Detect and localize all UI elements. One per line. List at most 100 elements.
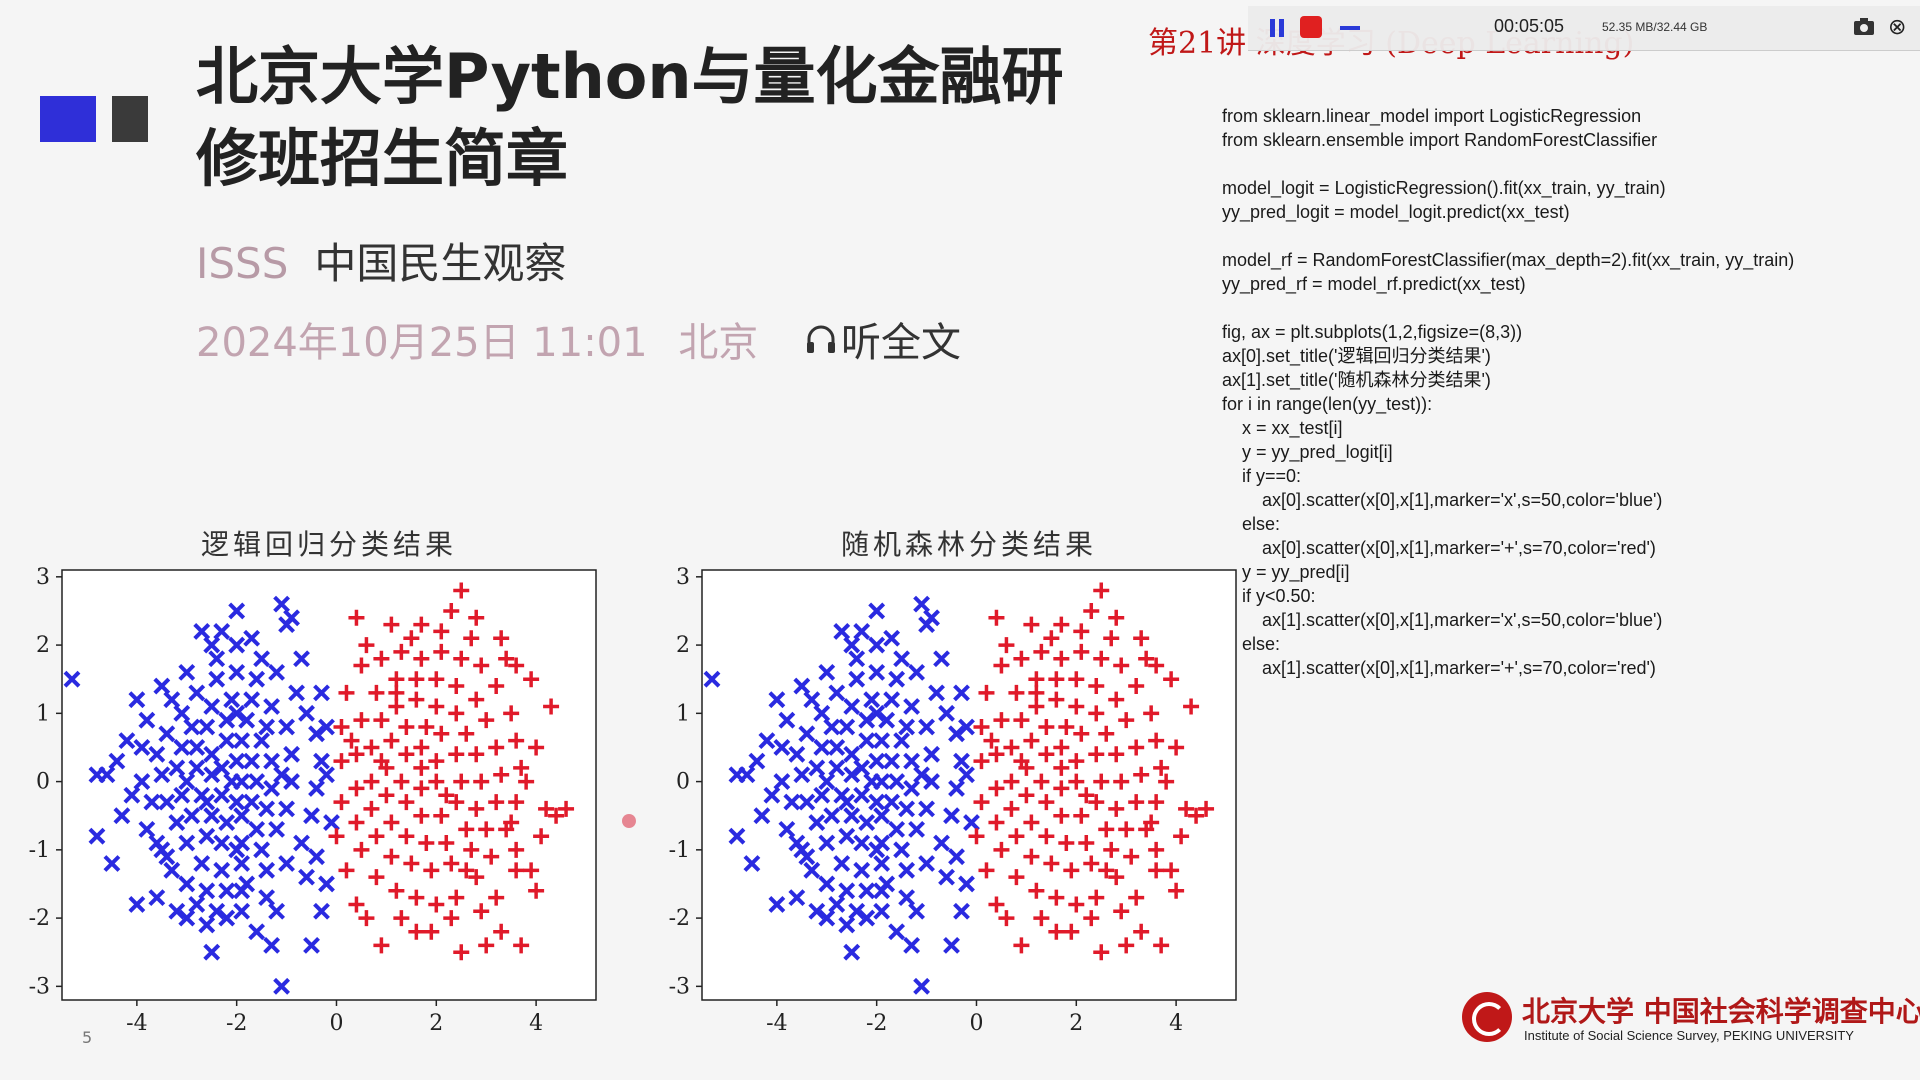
scatter-point-plus: [1043, 855, 1060, 872]
scatter-point-x: [263, 779, 281, 797]
scatter-point-x: [263, 698, 281, 715]
camera-icon[interactable]: [1853, 16, 1875, 42]
code-line: fig, ax = plt.subplots(1,2,figsize=(8,3)…: [1222, 322, 1523, 342]
close-icon[interactable]: ⊗: [1888, 14, 1907, 39]
scatter-point-plus: [1013, 712, 1030, 729]
scatter-point-x: [873, 902, 891, 920]
scatter-point-x: [268, 663, 286, 681]
scatter-point-x: [948, 848, 965, 866]
scatter-point-plus: [413, 807, 430, 824]
scatter-point-plus: [1118, 821, 1135, 838]
scatter-point-plus: [1073, 623, 1090, 640]
scatter-point-plus: [1133, 630, 1150, 647]
stop-icon[interactable]: [1300, 16, 1322, 38]
scatter-point-x: [798, 848, 816, 866]
scatter-point-plus: [388, 684, 405, 701]
scatter-point-x: [238, 711, 256, 729]
scatter-point-plus: [523, 862, 540, 879]
scatter-point-plus: [1053, 739, 1070, 756]
scatter-point-x: [313, 752, 330, 770]
scatter-point-plus: [1023, 814, 1040, 831]
scatter-point-plus: [468, 609, 485, 626]
scatter-point-x: [788, 745, 806, 763]
scatter-point-x: [173, 704, 191, 722]
scatter-point-x: [818, 909, 836, 927]
scatter-point-x: [838, 793, 856, 811]
scatter-point-x: [813, 739, 831, 756]
scatter-point-x: [178, 834, 196, 852]
scatter-point-plus: [333, 794, 350, 811]
scatter-point-plus: [368, 828, 385, 845]
storage-usage: 52.35 MB/32.44 GB: [1602, 20, 1708, 34]
scatter-point-x: [903, 779, 921, 797]
scatter-point-x: [868, 602, 886, 620]
scatter-point-x: [303, 807, 320, 825]
scatter-point-plus: [428, 896, 445, 913]
scatter-point-plus: [393, 773, 410, 790]
scatter-point-x: [888, 670, 906, 688]
scatter-point-x: [183, 718, 201, 736]
scatter-point-plus: [448, 705, 465, 722]
scatter-point-plus: [373, 753, 390, 770]
scatter-point-plus: [1013, 753, 1030, 770]
scatter-point-x: [188, 759, 206, 777]
scatter-point-x: [868, 841, 886, 859]
scatter-point-plus: [528, 882, 545, 899]
code-line: else:: [1222, 634, 1281, 654]
scatter-point-plus: [453, 944, 470, 961]
scatter-point-x: [283, 773, 300, 791]
scatter-point-x: [213, 759, 231, 777]
scatter-point-plus: [1088, 746, 1105, 763]
x-tick-label: -4: [126, 1011, 147, 1036]
scatter-point-x: [793, 677, 811, 695]
scatter-point-x: [233, 855, 251, 872]
scatter-point-plus: [1108, 691, 1125, 708]
scatter-point-plus: [988, 896, 1005, 913]
scatter-point-x: [943, 936, 960, 954]
scatter-point-plus: [1183, 698, 1200, 715]
scatter-point-x: [258, 889, 276, 907]
scatter-point-plus: [1173, 828, 1190, 845]
scatter-point-x: [263, 936, 281, 954]
y-tick-label: 2: [676, 633, 690, 658]
scatter-point-x: [853, 623, 871, 640]
scatter-point-plus: [1053, 650, 1070, 667]
scatter-point-plus: [438, 835, 455, 852]
scatter-point-x: [268, 820, 286, 838]
scatter-point-x: [178, 773, 196, 791]
scatter-point-plus: [388, 882, 405, 899]
scatter-point-plus: [373, 937, 390, 954]
scatter-point-x: [818, 834, 836, 852]
scatter-point-plus: [428, 671, 445, 688]
scatter-point-x: [908, 663, 926, 681]
scatter-point-plus: [373, 712, 390, 729]
scatter-point-plus: [348, 746, 365, 763]
article-author[interactable]: 中国民生观察: [314, 239, 567, 288]
scatter-point-plus: [1098, 862, 1115, 879]
scatter-point-plus: [1053, 616, 1070, 633]
scatter-point-x: [138, 711, 156, 729]
scatter-point-x: [853, 834, 871, 852]
scatter-point-x: [798, 725, 816, 743]
scatter-point-plus: [1048, 923, 1065, 940]
scatter-point-x: [228, 793, 246, 811]
scatter-point-x: [183, 807, 201, 825]
minimize-icon[interactable]: [1340, 26, 1360, 30]
scatter-point-plus: [398, 746, 415, 763]
scatter-point-plus: [433, 643, 450, 660]
scatter-point-x: [228, 602, 246, 620]
scatter-point-plus: [1103, 630, 1120, 647]
scatter-point-plus: [983, 732, 1000, 749]
pause-icon[interactable]: [1268, 19, 1286, 37]
scatter-point-plus: [463, 630, 480, 647]
code-line: y = yy_pred_logit[i]: [1222, 442, 1393, 462]
scatter-point-plus: [413, 739, 430, 756]
scatter-point-x: [858, 909, 876, 927]
listen-button[interactable]: 听全文: [801, 320, 961, 366]
scatter-point-plus: [403, 630, 420, 647]
scatter-point-plus: [993, 841, 1010, 858]
plot-title: 逻辑回归分类结果: [201, 528, 457, 561]
scatter-point-x: [898, 889, 916, 907]
scatter-point-x: [273, 977, 291, 995]
scatter-point-x: [778, 820, 796, 838]
